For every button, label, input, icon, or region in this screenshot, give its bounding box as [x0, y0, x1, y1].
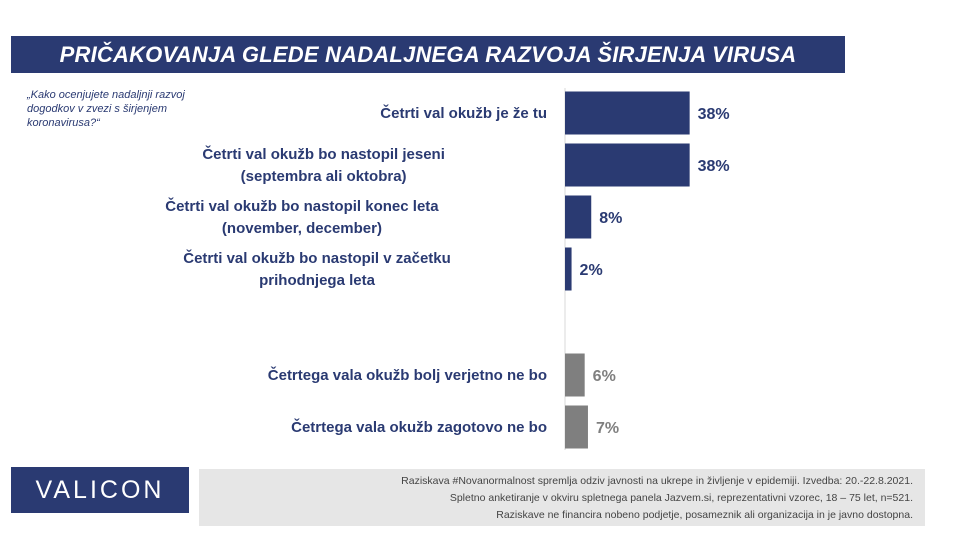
- data-label: 6%: [593, 368, 616, 385]
- footer-note: Raziskava #Novanormalnost spremlja odziv…: [199, 469, 925, 526]
- bar: [565, 195, 592, 239]
- category-label: Četrtega vala okužb zagotovo ne bo: [291, 418, 547, 436]
- valicon-logo: VALICON: [11, 467, 189, 513]
- bar: [565, 405, 588, 449]
- data-label: 7%: [596, 420, 619, 437]
- data-label: 38%: [698, 106, 730, 123]
- bar: [565, 91, 690, 135]
- survey-question: „Kako ocenjujete nadaljnji razvoj dogodk…: [27, 89, 185, 129]
- category-label: Četrtega vala okužb bolj verjetno ne bo: [268, 366, 547, 384]
- category-label: Četrti val okužb bo nastopil jeseni (sept…: [202, 145, 445, 185]
- footer-line: Raziskave ne financira nobeno podjetje, …: [496, 509, 913, 521]
- title-bar: PRIČAKOVANJA GLEDE NADALJNEGA RAZVOJA ŠI…: [11, 36, 845, 73]
- category-label: Četrti val okužb je že tu: [380, 104, 547, 122]
- category-label: Četrti val okužb bo nastopil konec leta(…: [165, 197, 439, 237]
- data-label: 38%: [698, 158, 730, 175]
- bar: [565, 143, 690, 187]
- data-label: 2%: [580, 262, 603, 279]
- logo-text: VALICON: [35, 476, 165, 504]
- bar: [565, 353, 585, 397]
- footer-line: Spletno anketiranje v okviru spletnega p…: [449, 492, 913, 504]
- chart-title: PRIČAKOVANJA GLEDE NADALJNEGA RAZVOJA ŠI…: [59, 42, 797, 67]
- category-label: Četrti val okužb bo nastopil v začetku pr…: [183, 249, 451, 289]
- footer-line: Raziskava #Novanormalnost spremlja odziv…: [401, 475, 913, 487]
- bar: [565, 247, 572, 291]
- data-label: 8%: [599, 210, 622, 227]
